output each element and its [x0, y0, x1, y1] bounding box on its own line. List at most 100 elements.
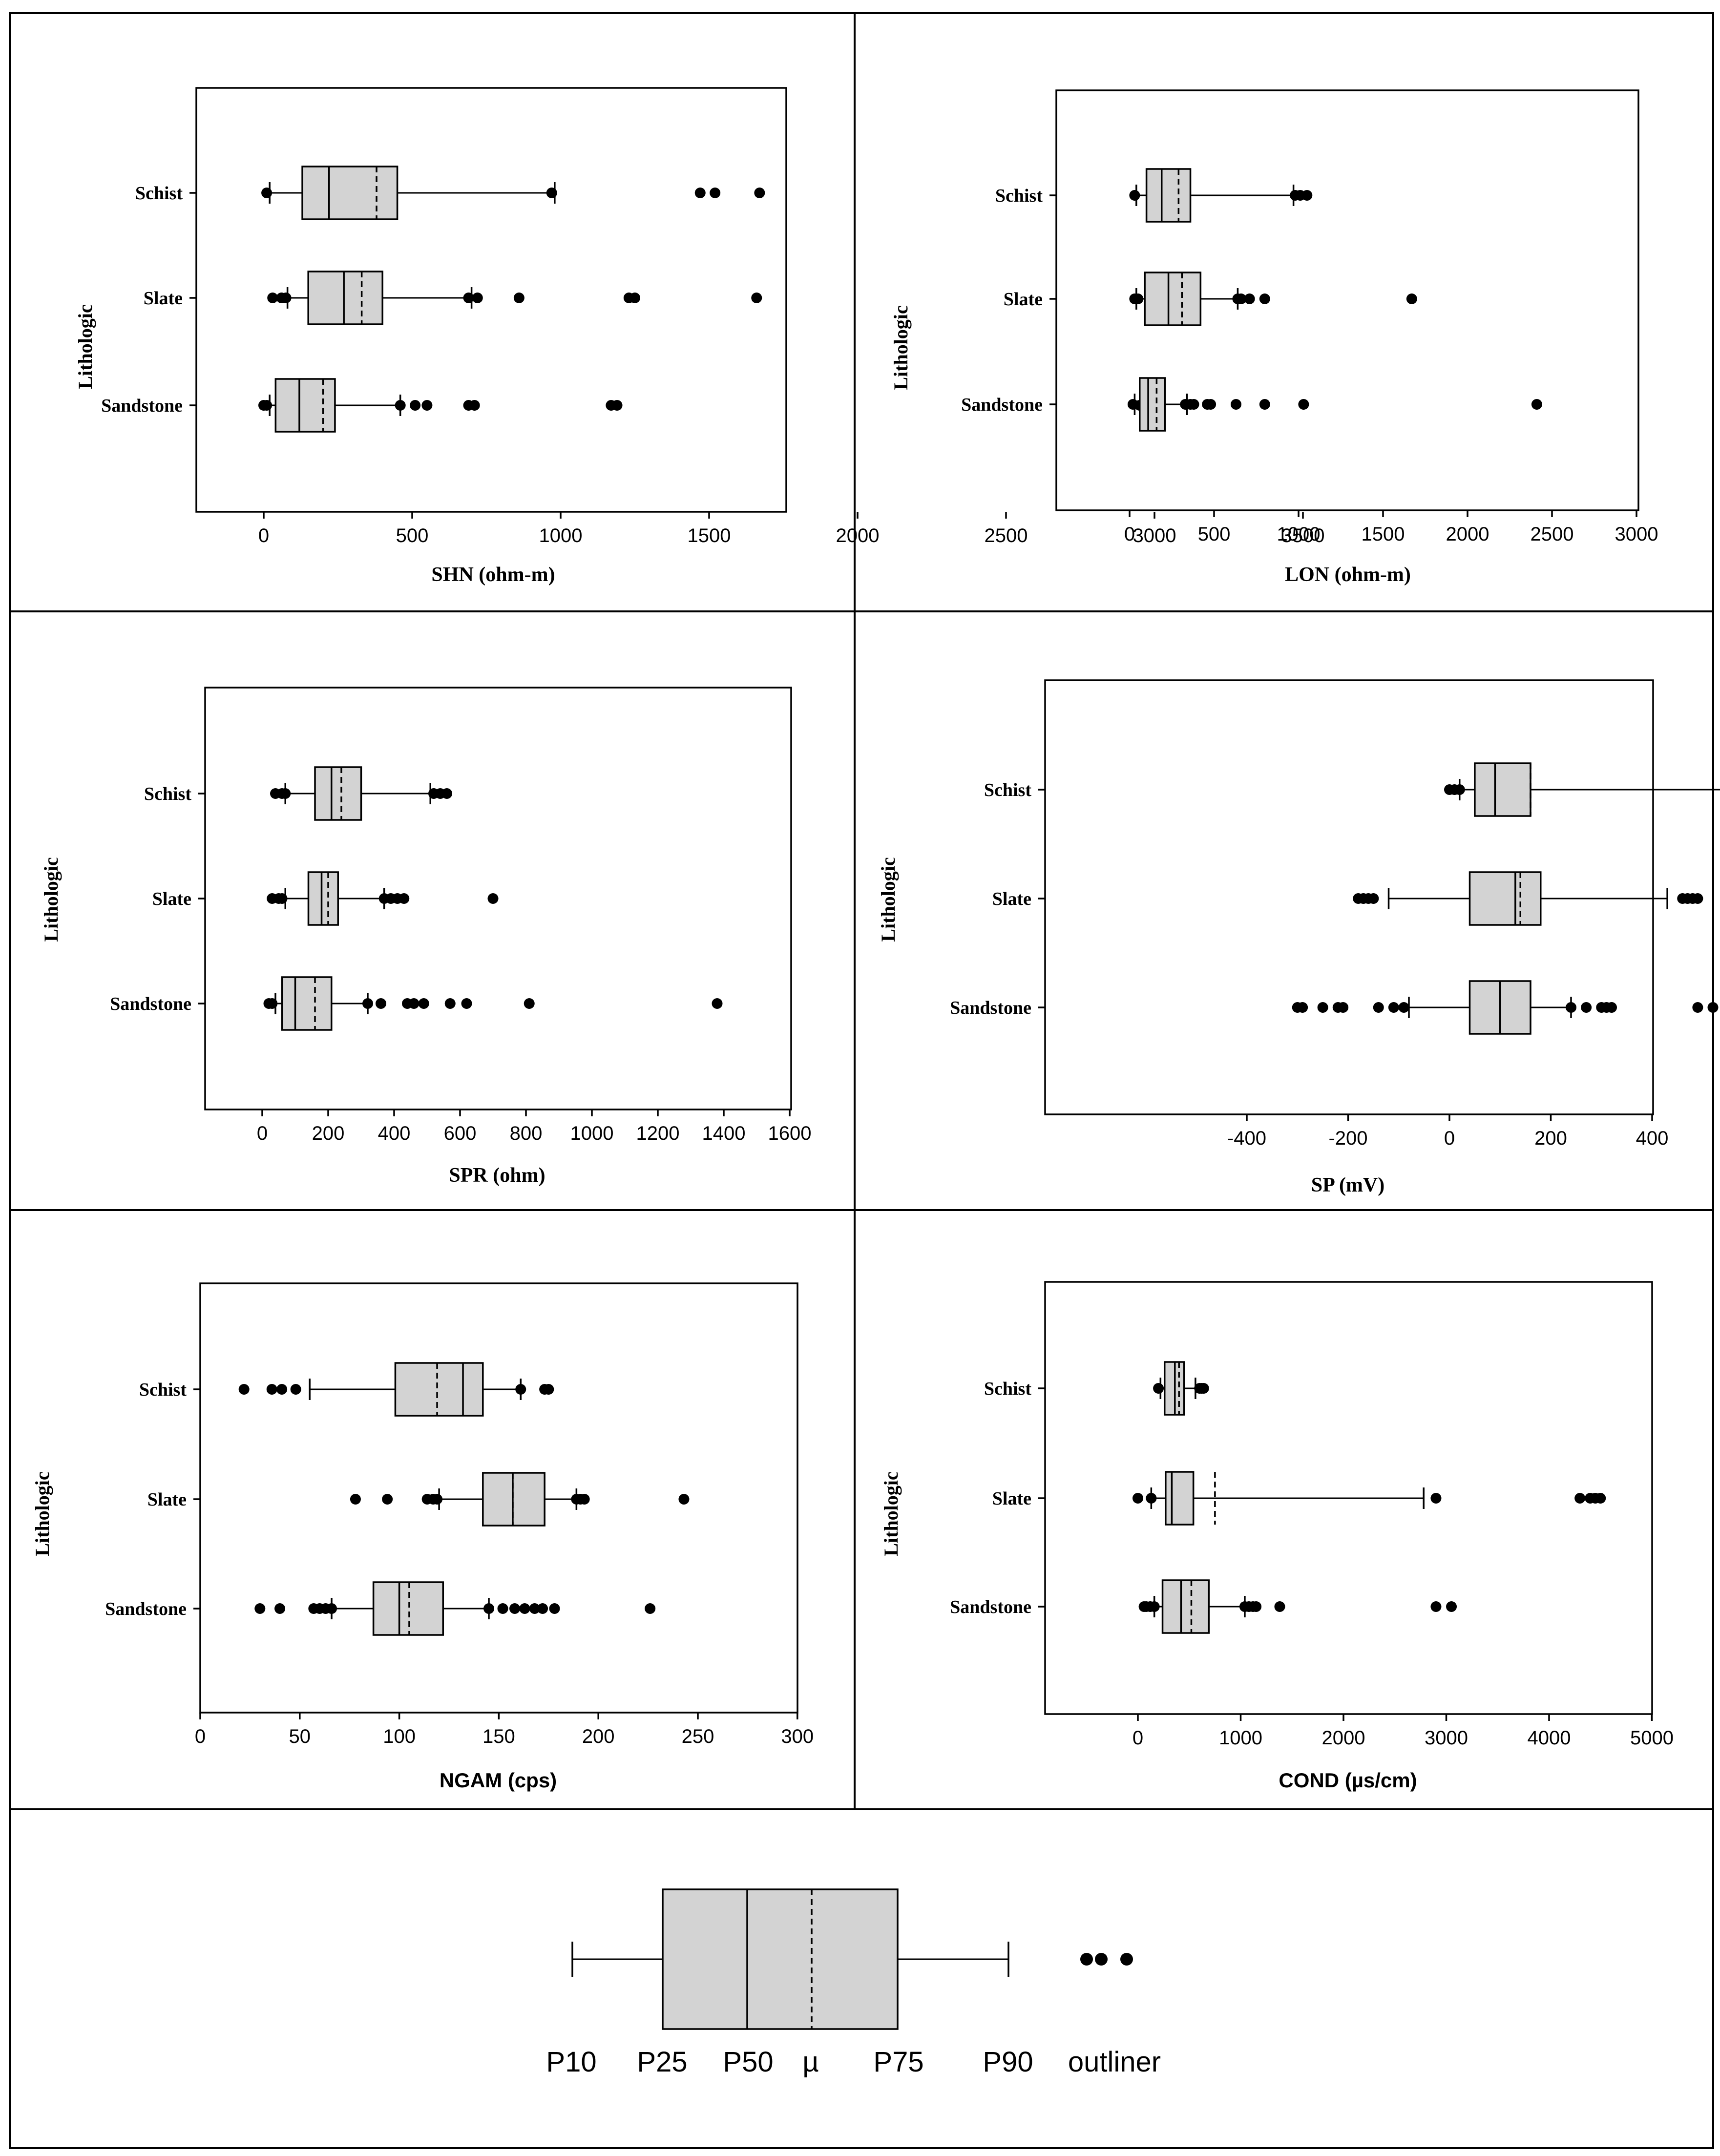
outlier-point	[1430, 1601, 1442, 1612]
y-axis-title: Lithologic	[890, 305, 912, 390]
x-tick-label: 2000	[1322, 1727, 1365, 1749]
outlier-point	[408, 998, 420, 1009]
outlier-point	[519, 1603, 530, 1614]
x-tick-label: 200	[582, 1726, 615, 1747]
legend-label-p25: P25	[637, 2046, 687, 2078]
x-tick-label: 200	[1534, 1128, 1567, 1149]
outlier-point	[1566, 1002, 1576, 1013]
legend: P10 P25 P50 µ P75 P90 outliner	[546, 1888, 1161, 2078]
x-tick-label: 500	[396, 525, 429, 546]
legend-outlier-point	[1120, 1953, 1133, 1966]
x-axis-title: SPR (ohm)	[449, 1164, 545, 1187]
outlier-point	[238, 1384, 250, 1395]
box-schist	[1444, 762, 1720, 817]
outlier-point	[1317, 1002, 1328, 1013]
x-tick-label: 300	[781, 1726, 814, 1747]
category-label: Sandstone	[950, 998, 1031, 1018]
charts-layer: 0 500 1000 1500 2000 2500 3000 3500SchistSlateS…	[31, 87, 1720, 1792]
iqr-box	[1468, 871, 1542, 926]
x-tick-label: 2000	[836, 525, 880, 546]
x-tick-label: 400	[378, 1123, 411, 1144]
outlier-point	[266, 1384, 277, 1395]
outlier-point	[678, 1494, 690, 1505]
category-label: Schist	[139, 1380, 187, 1400]
x-tick-label: 3000	[1133, 525, 1176, 546]
outlier-point	[362, 998, 373, 1009]
x-tick-label: 1400	[702, 1123, 746, 1144]
x-tick-label: 1000	[1219, 1727, 1262, 1749]
x-tick-label: 0	[195, 1726, 206, 1747]
outlier-point	[751, 293, 762, 303]
outlier-point	[395, 400, 406, 411]
box-schist	[270, 766, 452, 821]
outlier-point	[1274, 1601, 1285, 1612]
outlier-point	[274, 1603, 286, 1614]
x-axis-title: NGAM (cps)	[440, 1769, 557, 1792]
x-tick-label: 5000	[1630, 1727, 1674, 1749]
outlier-point	[1373, 1002, 1384, 1013]
outlier-point	[1338, 1002, 1349, 1013]
box-schist	[1153, 1361, 1209, 1416]
category-label: Sandstone	[950, 1597, 1031, 1617]
x-tick-label: 1000	[570, 1123, 614, 1144]
outlier-point	[267, 293, 278, 303]
outlier-point	[1297, 1002, 1308, 1013]
iqr-box	[1139, 377, 1166, 432]
outlier-point	[1406, 293, 1417, 304]
outlier-point	[1301, 190, 1313, 201]
outlier-point	[441, 788, 452, 799]
box-slate	[1129, 272, 1417, 326]
outlier-point	[280, 293, 292, 303]
outlier-point	[410, 400, 421, 411]
outlier-point	[267, 998, 278, 1009]
category-label: Sandstone	[101, 396, 183, 416]
y-axis-title: Lithologic	[31, 1471, 53, 1556]
outlier-point	[469, 400, 480, 411]
outlier-point	[276, 1384, 288, 1395]
outlier-point	[1531, 399, 1542, 410]
x-tick-label: 1200	[636, 1123, 680, 1144]
x-tick-label: 0	[1444, 1128, 1455, 1149]
category-label: Schist	[135, 183, 183, 204]
x-tick-label: 500	[1198, 523, 1231, 545]
category-label: Schist	[984, 780, 1031, 800]
y-axis-title: Lithologic	[40, 857, 62, 942]
category-label: Slate	[147, 1489, 187, 1510]
outlier-point	[1707, 1002, 1719, 1013]
outlier-point	[276, 893, 288, 904]
x-tick-label: 2500	[985, 525, 1028, 546]
box-schist	[261, 166, 765, 220]
box-slate	[1133, 1471, 1606, 1526]
outlier-point	[1198, 1383, 1209, 1394]
outlier-point	[515, 1384, 526, 1395]
plot-frame	[195, 87, 787, 513]
outlier-point	[1606, 1002, 1617, 1013]
panel-grid	[9, 12, 1714, 2149]
category-label: Sandstone	[105, 1599, 187, 1619]
box-schist	[1129, 168, 1313, 223]
chart-2: 0 200 400 600 800 1000 1200 1400 1600 Schist Slate…	[40, 687, 812, 1187]
outlier-point	[1298, 399, 1309, 410]
category-label: Slate	[1004, 289, 1043, 310]
outlier-point	[629, 293, 640, 303]
outlier-point	[472, 293, 483, 303]
iqr-box	[482, 1472, 545, 1527]
outlier-point	[537, 1603, 548, 1614]
x-axis-title: COND (µs/cm)	[1279, 1769, 1417, 1792]
y-axis-title: Lithologic	[74, 304, 96, 389]
legend-outlier-point	[1095, 1953, 1108, 1966]
x-axis-title: SP (mV)	[1311, 1174, 1385, 1196]
iqr-box	[1161, 1579, 1210, 1634]
iqr-box	[1144, 272, 1202, 326]
x-tick-label: 2000	[1446, 523, 1489, 545]
x-tick-label: 1600	[768, 1123, 812, 1144]
category-label: Schist	[144, 784, 191, 804]
outlier-point	[1153, 1383, 1164, 1394]
iqr-box	[1474, 762, 1531, 817]
box-slate	[1353, 871, 1703, 926]
x-axis-title: LON (ohm-m)	[1285, 564, 1411, 586]
x-tick-label: 2500	[1531, 523, 1574, 545]
outlier-point	[399, 893, 410, 904]
outlier-point	[579, 1494, 590, 1505]
x-tick-label: 1000	[539, 525, 583, 546]
